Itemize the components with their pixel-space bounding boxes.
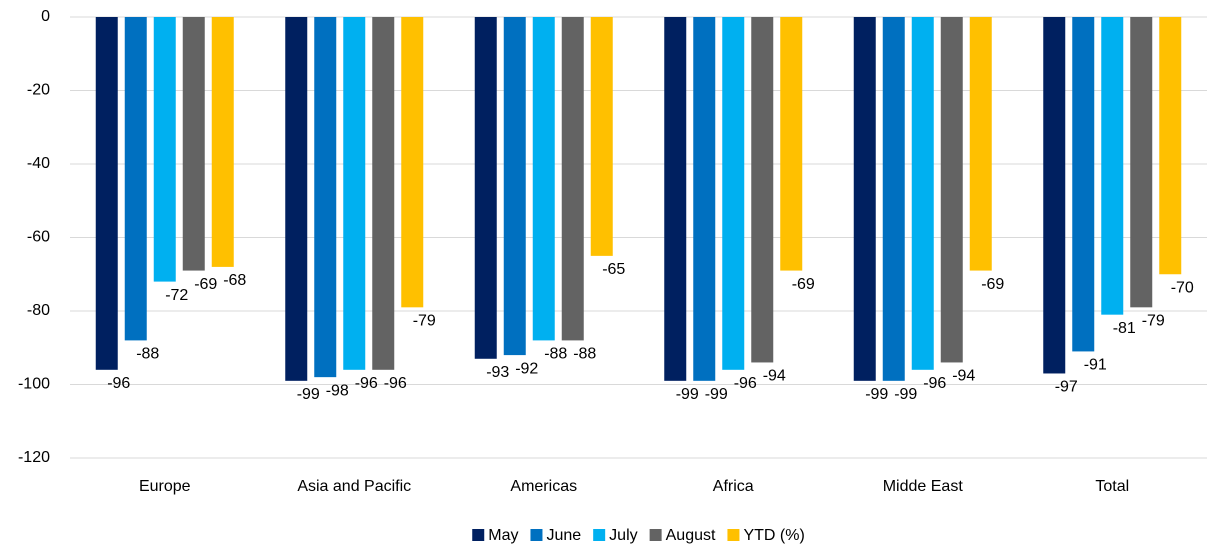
data-label: -68 bbox=[223, 272, 246, 289]
bar bbox=[503, 17, 526, 356]
x-tick-label: Europe bbox=[139, 478, 191, 495]
bar bbox=[853, 17, 876, 381]
data-label: -91 bbox=[1084, 357, 1107, 374]
bar bbox=[474, 17, 497, 359]
bar bbox=[1159, 17, 1182, 275]
legend-swatch bbox=[593, 529, 606, 541]
bar bbox=[751, 17, 774, 363]
bar bbox=[561, 17, 584, 341]
bar bbox=[532, 17, 555, 341]
legend-label: May bbox=[488, 527, 518, 544]
data-label: -69 bbox=[792, 276, 815, 293]
y-tick-label: -80 bbox=[27, 302, 50, 319]
bar bbox=[911, 17, 934, 370]
data-label: -99 bbox=[705, 386, 728, 403]
bar bbox=[693, 17, 716, 381]
data-label: -99 bbox=[676, 386, 699, 403]
bar bbox=[1130, 17, 1153, 308]
bar bbox=[211, 17, 234, 267]
bar bbox=[780, 17, 803, 271]
bar bbox=[285, 17, 308, 381]
bar bbox=[590, 17, 613, 256]
data-label: -96 bbox=[734, 375, 757, 392]
x-tick-label: Americas bbox=[510, 478, 577, 495]
bar bbox=[1101, 17, 1124, 315]
data-label: -94 bbox=[763, 368, 786, 385]
y-tick-label: 0 bbox=[41, 8, 50, 25]
data-label: -96 bbox=[107, 375, 130, 392]
y-tick-label: -60 bbox=[27, 229, 50, 246]
x-tick-label: Africa bbox=[713, 478, 754, 495]
bar bbox=[124, 17, 147, 341]
data-label: -93 bbox=[486, 364, 509, 381]
bar bbox=[940, 17, 963, 363]
data-label: -88 bbox=[136, 346, 159, 363]
bar bbox=[343, 17, 366, 370]
data-label: -72 bbox=[165, 287, 188, 304]
bar bbox=[722, 17, 745, 370]
y-tick-label: -20 bbox=[27, 82, 50, 99]
data-label: -88 bbox=[544, 346, 567, 363]
bar bbox=[882, 17, 905, 381]
data-label: -69 bbox=[194, 276, 217, 293]
x-tick-label: Midde East bbox=[883, 478, 964, 495]
legend-label: June bbox=[546, 527, 581, 544]
bar bbox=[153, 17, 176, 282]
data-label: -99 bbox=[894, 386, 917, 403]
data-label: -96 bbox=[384, 375, 407, 392]
legend-swatch bbox=[727, 529, 740, 541]
data-label: -70 bbox=[1171, 279, 1194, 296]
legend-swatch bbox=[530, 529, 543, 541]
bar bbox=[95, 17, 118, 370]
data-label: -81 bbox=[1113, 320, 1136, 337]
data-label: -96 bbox=[923, 375, 946, 392]
y-tick-label: -40 bbox=[27, 155, 50, 172]
y-tick-label: -120 bbox=[18, 449, 50, 466]
data-label: -99 bbox=[865, 386, 888, 403]
y-tick-label: -100 bbox=[18, 376, 50, 393]
legend-label: YTD (%) bbox=[743, 527, 804, 544]
bar bbox=[401, 17, 424, 308]
bar bbox=[314, 17, 337, 378]
data-label: -79 bbox=[413, 313, 436, 330]
data-label: -92 bbox=[515, 360, 538, 377]
data-label: -88 bbox=[573, 346, 596, 363]
legend-swatch bbox=[472, 529, 485, 541]
data-label: -96 bbox=[355, 375, 378, 392]
legend-label: July bbox=[609, 527, 637, 544]
bar bbox=[1072, 17, 1095, 352]
bar bbox=[969, 17, 992, 271]
data-label: -79 bbox=[1142, 313, 1165, 330]
data-label: -69 bbox=[981, 276, 1004, 293]
data-label: -97 bbox=[1055, 379, 1078, 396]
x-tick-label: Total bbox=[1095, 478, 1129, 495]
legend-swatch bbox=[649, 529, 662, 541]
data-label: -99 bbox=[297, 386, 320, 403]
bar bbox=[1043, 17, 1066, 374]
bar bbox=[664, 17, 687, 381]
legend-label: August bbox=[666, 527, 716, 544]
bar bbox=[372, 17, 395, 370]
bar bbox=[182, 17, 205, 271]
data-label: -65 bbox=[602, 261, 625, 278]
data-label: -98 bbox=[326, 382, 349, 399]
x-tick-label: Asia and Pacific bbox=[297, 478, 411, 495]
data-label: -94 bbox=[952, 368, 975, 385]
